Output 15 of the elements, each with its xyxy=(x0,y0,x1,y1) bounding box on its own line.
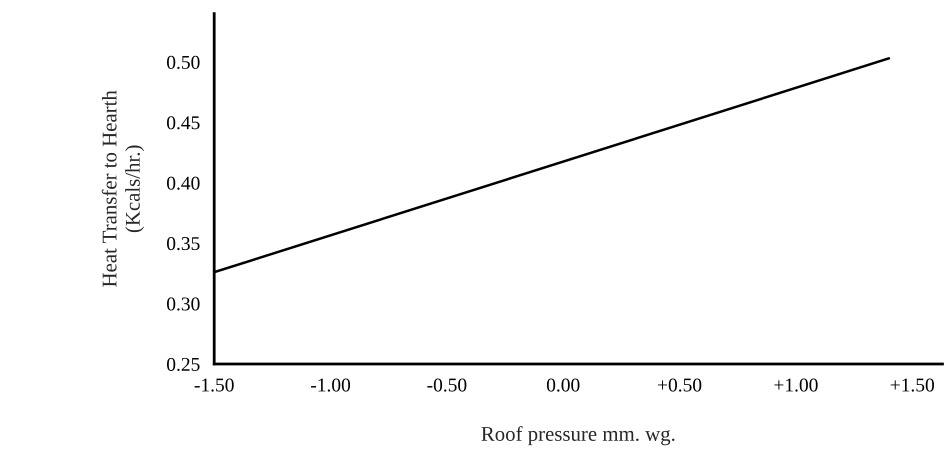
x-tick-label: -1.00 xyxy=(311,378,350,392)
y-tick-label: 0.25 xyxy=(167,358,200,372)
x-tick-label: -0.50 xyxy=(427,378,466,392)
y-tick-label: 0.45 xyxy=(167,116,200,130)
y-tick-label: 0.40 xyxy=(167,176,200,190)
x-tick-label: +1.00 xyxy=(774,378,818,392)
x-tick-label: +1.50 xyxy=(890,378,934,392)
x-tick-label: +0.50 xyxy=(658,378,702,392)
y-axis-title: Heat Transfer to Hearth (Kcals/hr.) xyxy=(102,90,144,287)
x-tick-label: -1.50 xyxy=(194,378,234,392)
y-tick-label: 0.50 xyxy=(167,56,200,69)
x-tick-label: 0.00 xyxy=(546,378,580,392)
y-tick-label: 0.30 xyxy=(167,297,200,311)
y-tick-label: 0.35 xyxy=(167,237,200,250)
x-axis-title: Roof pressure mm. wg. xyxy=(481,426,674,446)
